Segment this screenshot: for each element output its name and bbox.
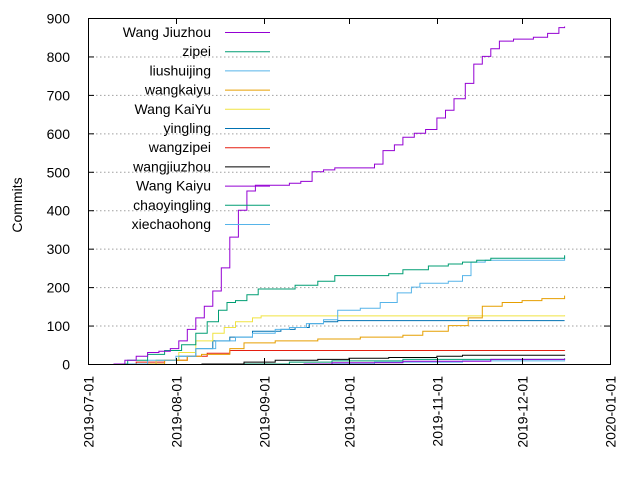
series-line-zipei [113, 255, 566, 365]
x-tick-label: 2020-01-01 [603, 376, 619, 448]
y-tick-label: 200 [47, 280, 71, 296]
legend-label: Wang KaiYu [134, 101, 211, 117]
series-line-wang-jiuzhou [113, 26, 566, 365]
y-axis: 0 100 200 300 400 500 600 700 800 900 [47, 11, 610, 373]
series-line-liushuijing [127, 256, 566, 365]
legend-label: chaoyingling [133, 197, 211, 213]
legend: Wang Jiuzhou zipei liushuijing wangkaiyu Wan… [123, 24, 270, 232]
legend-label: Wang Jiuzhou [123, 24, 211, 40]
x-tick-label: 2019-09-01 [257, 376, 273, 448]
series-lines [113, 26, 566, 365]
y-tick-label: 900 [47, 11, 71, 27]
series-line-wangkaiyu [141, 295, 566, 365]
legend-label: liushuijing [150, 62, 211, 78]
y-tick-label: 600 [47, 126, 71, 142]
x-tick-label: 2019-08-01 [169, 376, 185, 448]
legend-label: xiechaohong [132, 216, 211, 232]
y-tick-label: 800 [47, 49, 71, 65]
x-tick-label: 2019-12-01 [515, 376, 531, 448]
grid-lines [88, 56, 610, 327]
y-axis-label: Commits [9, 177, 25, 232]
y-tick-label: 500 [47, 164, 71, 180]
y-tick-label: 300 [47, 241, 71, 257]
legend-label: wangjiuzhou [132, 158, 211, 174]
y-tick-label: 100 [47, 318, 71, 334]
y-tick-label: 400 [47, 203, 71, 219]
legend-label: wangkaiyu [144, 82, 211, 98]
legend-label: Wang Kaiyu [136, 178, 211, 194]
x-tick-label: 2019-07-01 [81, 376, 97, 448]
legend-label: zipei [182, 43, 211, 59]
y-tick-label: 700 [47, 87, 71, 103]
x-tick-label: 2019-11-01 [430, 376, 446, 447]
series-line-wang-kaiyu [303, 358, 566, 365]
x-axis: 2019-07-01 2019-08-01 2019-09-01 2019-10-01… [81, 18, 619, 448]
x-tick-label: 2019-10-01 [342, 376, 358, 448]
series-line-yingling [127, 320, 565, 365]
legend-label: wangzipei [148, 139, 211, 155]
legend-label: yingling [164, 120, 211, 136]
y-tick-label: 0 [62, 357, 70, 373]
